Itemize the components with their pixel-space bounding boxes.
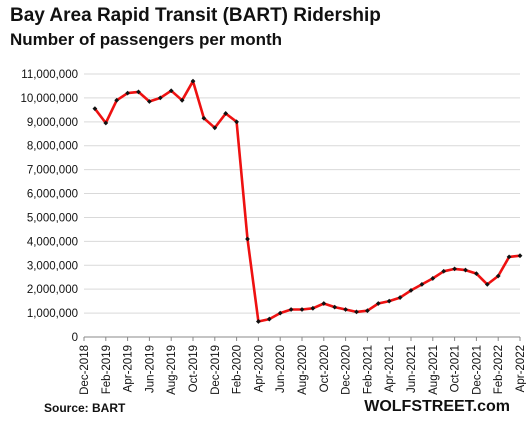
x-tick-label: Dec-2019: [210, 345, 222, 395]
x-tick-label: Oct-2021: [450, 345, 462, 392]
data-point: [201, 115, 207, 121]
chart-subtitle: Number of passengers per month: [10, 30, 283, 49]
data-point: [332, 304, 338, 310]
y-tick-label: 9,000,000: [27, 117, 78, 129]
y-tick-label: 7,000,000: [27, 165, 78, 177]
x-tick-label: Jun-2020: [275, 345, 287, 393]
data-point: [92, 106, 98, 112]
data-point: [506, 254, 512, 260]
data-point: [190, 78, 196, 84]
x-tick-label: Oct-2019: [188, 345, 200, 392]
x-tick-label: Dec-2021: [471, 345, 483, 395]
data-point: [484, 282, 490, 287]
data-point: [365, 308, 370, 314]
x-tick-label: Feb-2019: [101, 345, 113, 394]
y-tick-label: 11,000,000: [21, 69, 78, 81]
x-tick-label: Dec-2018: [79, 345, 91, 395]
data-point: [386, 298, 392, 304]
x-tick-label: Feb-2021: [362, 345, 374, 394]
data-point: [375, 301, 381, 306]
data-point: [256, 319, 261, 324]
series-line: [93, 79, 521, 323]
x-tick-label: Aug-2021: [428, 345, 440, 395]
data-point: [321, 301, 327, 306]
data-point: [103, 120, 109, 126]
data-point: [168, 88, 174, 94]
y-tick-label: 6,000,000: [27, 189, 78, 201]
y-tick-label: 3,000,000: [27, 260, 78, 272]
data-point: [452, 266, 457, 272]
data-point: [147, 99, 152, 104]
x-tick-label: Feb-2020: [232, 345, 244, 394]
data-point: [495, 273, 501, 279]
x-tick-label: Feb-2022: [493, 345, 505, 394]
y-tick-label: 10,000,000: [20, 93, 78, 105]
y-tick-label: 8,000,000: [27, 141, 78, 153]
x-tick-label: Oct-2020: [319, 345, 331, 392]
data-point: [223, 111, 229, 116]
data-point: [441, 268, 447, 274]
x-tick-label: Apr-2020: [253, 345, 265, 392]
data-point: [266, 316, 272, 322]
data-point: [474, 271, 479, 277]
data-point: [157, 95, 163, 101]
data-point: [354, 309, 359, 315]
y-tick-label: 5,000,000: [27, 212, 78, 224]
data-point: [277, 310, 283, 316]
x-tick-label: Jun-2019: [144, 345, 156, 393]
y-tick-label: 4,000,000: [27, 236, 78, 248]
data-point: [517, 253, 523, 259]
data-point: [310, 305, 316, 311]
data-point: [430, 276, 436, 281]
x-tick-label: Jun-2021: [406, 345, 418, 393]
brand-label: WOLFSTREET.com: [364, 398, 510, 415]
data-point: [245, 236, 250, 242]
y-tick-label: 1,000,000: [27, 308, 78, 320]
data-point: [125, 90, 130, 96]
data-point: [299, 307, 305, 312]
data-point: [114, 97, 120, 103]
data-point: [212, 125, 218, 131]
data-point: [179, 97, 185, 103]
y-tick-label: 0: [72, 332, 78, 344]
data-point: [343, 307, 348, 312]
x-tick-label: Apr-2019: [123, 345, 135, 392]
data-point: [288, 307, 294, 312]
y-tick-label: 2,000,000: [27, 284, 78, 296]
x-tick-label: Aug-2020: [297, 345, 309, 395]
data-point: [136, 89, 141, 95]
data-point: [408, 287, 414, 293]
x-tick-label: Aug-2019: [166, 345, 178, 395]
x-tick-label: Apr-2021: [384, 345, 396, 392]
x-tick-label: Apr-2022: [515, 345, 526, 392]
data-point: [463, 267, 468, 273]
data-point: [419, 282, 425, 287]
x-tick-label: Dec-2020: [341, 345, 353, 395]
data-point: [234, 119, 239, 125]
chart-title: Bay Area Rapid Transit (BART) Ridership: [10, 5, 381, 26]
data-point: [397, 295, 403, 300]
source-note: Source: BART: [44, 401, 126, 415]
